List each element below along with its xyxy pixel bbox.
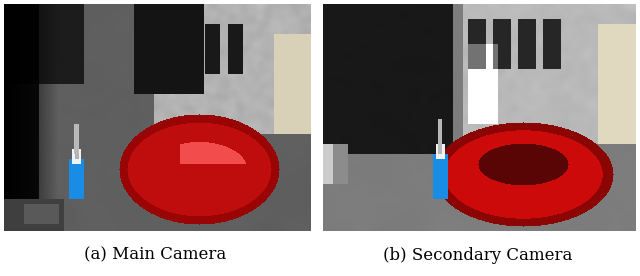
Text: (a) Main Camera: (a) Main Camera [84,246,226,264]
Text: (b) Secondary Camera: (b) Secondary Camera [383,246,573,264]
